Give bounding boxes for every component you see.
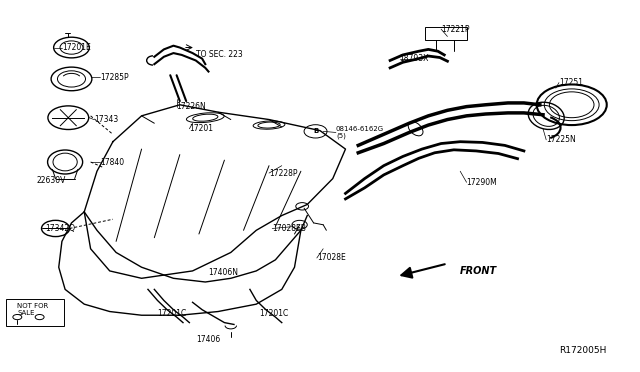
Text: 17201: 17201 (189, 124, 213, 133)
Text: 18793X: 18793X (399, 54, 429, 63)
Text: 17226N: 17226N (177, 102, 206, 111)
Bar (425, 27, 467, 40)
Text: R172005H: R172005H (559, 346, 606, 355)
Text: 17028EB: 17028EB (272, 224, 306, 233)
Text: 17201C: 17201C (259, 309, 289, 318)
Text: NOT FOR
SALE: NOT FOR SALE (17, 303, 49, 316)
Text: 08146-6162G
(5): 08146-6162G (5) (336, 126, 384, 139)
Text: 17285P: 17285P (100, 73, 129, 81)
Text: TO SEC. 223: TO SEC. 223 (196, 51, 243, 60)
Text: 17201C: 17201C (157, 309, 187, 318)
Text: B: B (313, 128, 318, 134)
Text: FRONT: FRONT (460, 266, 497, 276)
Text: 17342Q: 17342Q (45, 224, 75, 233)
Text: 17343: 17343 (94, 115, 118, 124)
Text: 17221P: 17221P (441, 25, 470, 33)
Text: 17840: 17840 (100, 157, 124, 167)
Text: 17290M: 17290M (467, 178, 497, 187)
Text: 17228P: 17228P (269, 169, 298, 177)
Text: 17028E: 17028E (317, 253, 346, 263)
Text: 17251: 17251 (559, 78, 583, 87)
Bar (6, 299, 64, 326)
Text: 17225N: 17225N (546, 135, 576, 144)
Text: 17406: 17406 (196, 335, 220, 344)
Text: 17201E: 17201E (62, 43, 91, 52)
Text: 22630V: 22630V (36, 176, 66, 185)
Text: 17406N: 17406N (209, 268, 239, 277)
